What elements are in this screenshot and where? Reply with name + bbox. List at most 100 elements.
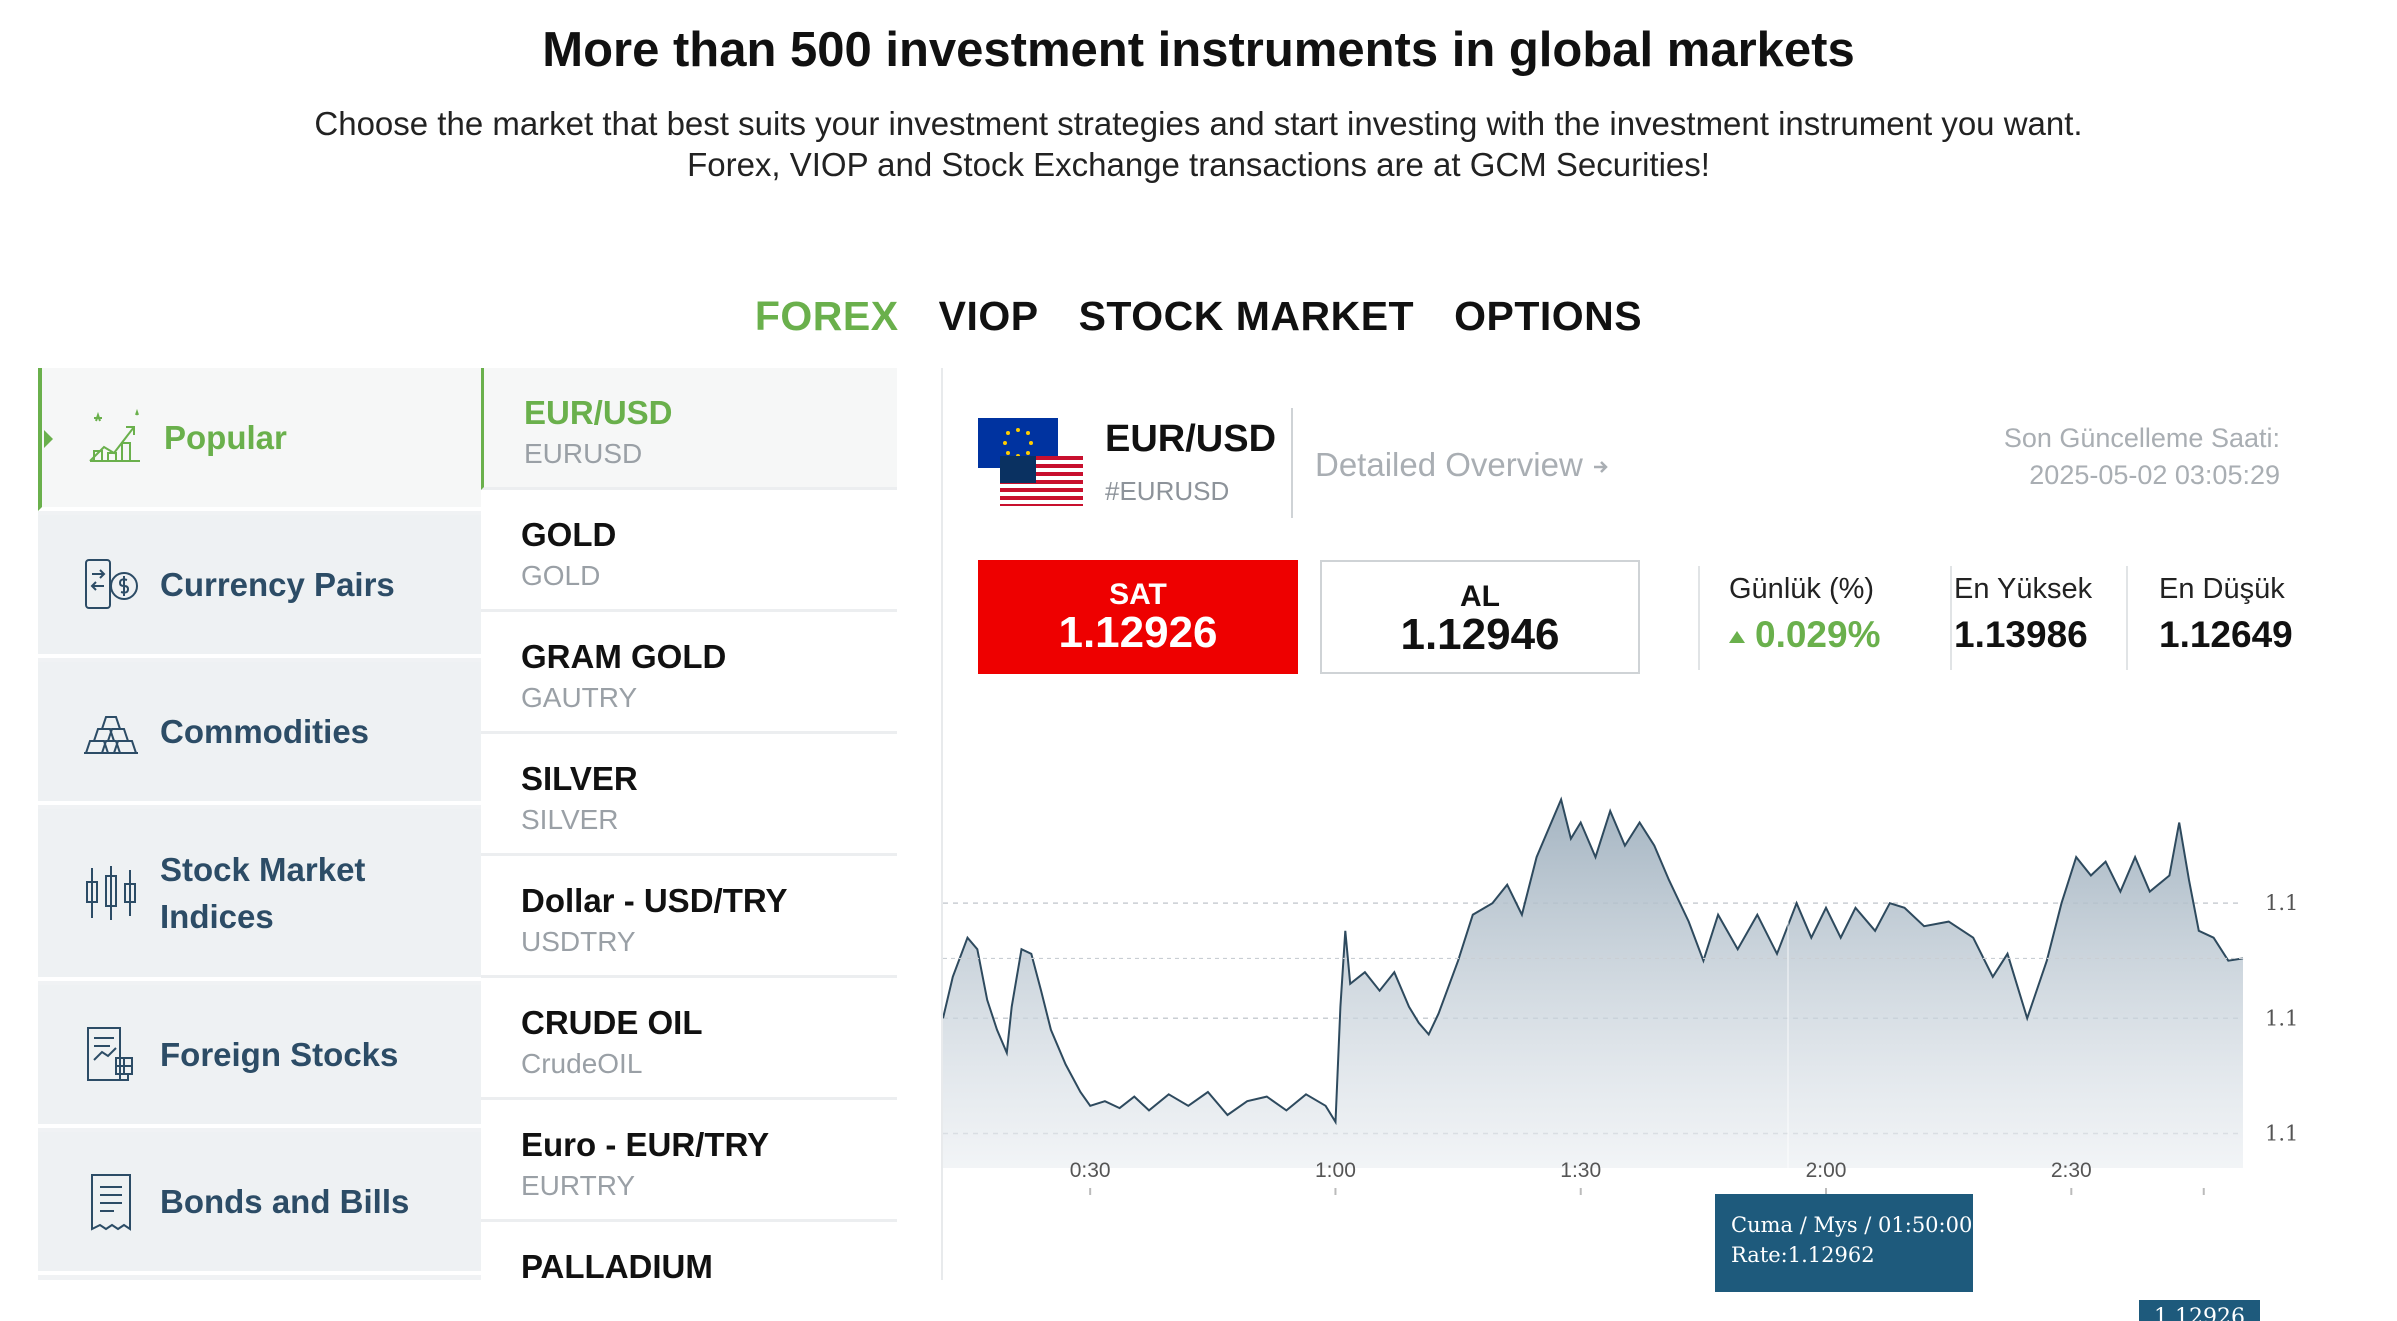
instrument-code: GAUTRY: [521, 682, 638, 713]
pair-code: #EURUSD: [1105, 476, 1230, 506]
category-foreign-stocks[interactable]: Foreign Stocks: [38, 985, 481, 1128]
stock-report-icon: [87, 1026, 133, 1081]
gold-bars-icon: [84, 715, 138, 754]
category-stock-market-indices[interactable]: Stock Market Indices: [38, 809, 481, 981]
buy-button[interactable]: AL 1.12946: [1320, 560, 1640, 674]
category-list: Popular Currency Pairs Commodities Sto: [38, 368, 481, 1280]
tooltip-rate: Rate:1.12962: [1731, 1243, 1875, 1267]
stat-divider: [1950, 566, 1952, 670]
instrument-eurtry[interactable]: Euro - EUR/TRY EURTRY: [481, 1100, 897, 1222]
instrument-name: GRAM GOLD: [521, 638, 727, 675]
daily-change-value-row: 0.029%: [1729, 614, 1881, 656]
overview-label: Detailed Overview: [1315, 446, 1583, 483]
tooltip-time: Cuma / Mys / 01:50:00: [1731, 1213, 1973, 1237]
instrument-list: EUR/USD EURUSD GOLD GOLD GRAM GOLD GAUTR…: [481, 368, 943, 1280]
last-update: Son Güncelleme Saati: 2025-05-02 03:05:2…: [2004, 420, 2280, 494]
instrument-code: CrudeOIL: [521, 1048, 643, 1079]
instrument-gold[interactable]: GOLD GOLD: [481, 490, 897, 612]
x-tick-label: 2:00: [1806, 1159, 1847, 1182]
instrument-detail: EUR/USD #EURUSD Detailed Overview Son Gü…: [943, 368, 2298, 1321]
daily-low-label: En Düşük: [2159, 573, 2285, 605]
hero-subtitle-line2: Forex, VIOP and Stock Exchange transacti…: [687, 146, 1710, 183]
daily-low: En Düşük 1.12649: [2159, 573, 2293, 656]
category-commodities[interactable]: Commodities: [38, 662, 481, 805]
instrument-usdtry[interactable]: Dollar - USD/TRY USDTRY: [481, 856, 897, 978]
category-bonds-and-bills[interactable]: Bonds and Bills: [38, 1132, 481, 1275]
instrument-silver[interactable]: SILVER SILVER: [481, 734, 897, 856]
market-tabs: FOREX VIOP STOCK MARKET OPTIONS: [0, 293, 2397, 340]
category-label: Popular: [164, 419, 287, 456]
category-label: Stock Market Indices: [160, 851, 366, 935]
stat-divider: [2126, 566, 2128, 670]
instrument-name: GOLD: [521, 516, 617, 553]
tab-viop[interactable]: VIOP: [938, 293, 1039, 339]
instrument-name: PALLADIUM: [521, 1248, 713, 1280]
last-update-value: 2025-05-02 03:05:29: [2029, 460, 2280, 490]
daily-change: Günlük (%) 0.029%: [1729, 573, 1881, 656]
tab-stock-market[interactable]: STOCK MARKET: [1078, 293, 1415, 339]
x-tick-label: 1:30: [1560, 1159, 1601, 1182]
y-tick-label: 1.129: [2265, 1006, 2298, 1030]
instrument-name: EUR/USD: [524, 394, 673, 431]
x-tick-label: 2:30: [2051, 1159, 2092, 1182]
sell-button[interactable]: SAT 1.12926: [978, 560, 1298, 674]
chart-line: [943, 796, 2244, 1126]
price-chart-svg: 1.1295 1.129 1.1285 0:30 1:00 1:30 2:00 2:30: [943, 788, 2298, 1195]
current-price-tag: 1.12926: [2139, 1300, 2260, 1321]
category-currency-pairs[interactable]: Currency Pairs: [38, 515, 481, 658]
instrument-code: USDTRY: [521, 926, 636, 957]
chart-tooltip: Cuma / Mys / 01:50:00 Rate:1.12962: [1715, 1194, 1973, 1292]
active-caret-icon: [44, 430, 53, 448]
buy-label: AL: [1460, 580, 1500, 613]
header-divider: [1291, 408, 1293, 518]
category-label: Foreign Stocks: [160, 1036, 399, 1073]
category-label: Currency Pairs: [160, 566, 395, 603]
chart-area: [943, 799, 2243, 1168]
market-panel: Popular Currency Pairs Commodities Sto: [38, 368, 2298, 1321]
x-tick-label: 1:00: [1315, 1159, 1356, 1182]
price-chart[interactable]: 1.1295 1.129 1.1285 0:30 1:00 1:30 2:00 2:30 Cu…: [943, 748, 2298, 1321]
instrument-name: SILVER: [521, 760, 638, 797]
instrument-code: GOLD: [521, 560, 601, 591]
instrument-name: Dollar - USD/TRY: [521, 882, 788, 919]
eu-us-flags-icon: [978, 418, 1083, 506]
detailed-overview-link[interactable]: Detailed Overview: [1315, 446, 1610, 484]
y-tick-label: 1.1285: [2265, 1121, 2298, 1145]
category-popular[interactable]: Popular: [38, 368, 481, 511]
instrument-code: SILVER: [521, 804, 619, 835]
daily-high: En Yüksek 1.13986: [1954, 573, 2092, 656]
instrument-name: CRUDE OIL: [521, 1004, 703, 1041]
instrument-name: Euro - EUR/TRY: [521, 1126, 770, 1163]
instrument-crude-oil[interactable]: CRUDE OIL CrudeOIL: [481, 978, 897, 1100]
last-update-label: Son Güncelleme Saati:: [2003, 423, 2280, 453]
tab-forex[interactable]: FOREX: [754, 293, 899, 339]
daily-change-value: 0.029%: [1755, 614, 1881, 655]
trend-chart-icon: [89, 408, 140, 462]
instrument-palladium[interactable]: PALLADIUM: [481, 1222, 897, 1280]
stat-divider: [1698, 566, 1700, 670]
daily-high-label: En Yüksek: [1954, 573, 2093, 605]
tab-options[interactable]: OPTIONS: [1454, 293, 1643, 339]
daily-change-label: Günlük (%): [1729, 573, 1875, 605]
y-tick-label: 1.1295: [2265, 891, 2298, 915]
daily-high-value: 1.13986: [1954, 614, 2088, 655]
instrument-eurusd[interactable]: EUR/USD EURUSD: [481, 368, 897, 490]
hero-subtitle-line1: Choose the market that best suits your i…: [314, 105, 2083, 142]
up-arrow-icon: [1729, 631, 1745, 644]
sell-price: 1.12926: [1058, 608, 1218, 657]
candlestick-icon: [86, 866, 136, 920]
category-label: Commodities: [160, 713, 370, 750]
category-label: Bonds and Bills: [160, 1183, 410, 1220]
instrument-code: EURTRY: [521, 1170, 636, 1201]
sell-label: SAT: [1109, 578, 1167, 611]
currency-exchange-icon: [85, 558, 138, 609]
receipt-icon: [91, 1173, 131, 1231]
x-tick-label: 0:30: [1070, 1159, 1111, 1182]
daily-low-value: 1.12649: [2159, 614, 2293, 655]
pair-name: EUR/USD: [1105, 418, 1277, 460]
instrument-code: EURUSD: [524, 438, 643, 469]
buy-price: 1.12946: [1400, 610, 1560, 659]
instrument-gram-gold[interactable]: GRAM GOLD GAUTRY: [481, 612, 897, 734]
arrow-right-icon: [1593, 461, 1608, 474]
hero-title: More than 500 investment instruments in …: [542, 23, 1855, 77]
